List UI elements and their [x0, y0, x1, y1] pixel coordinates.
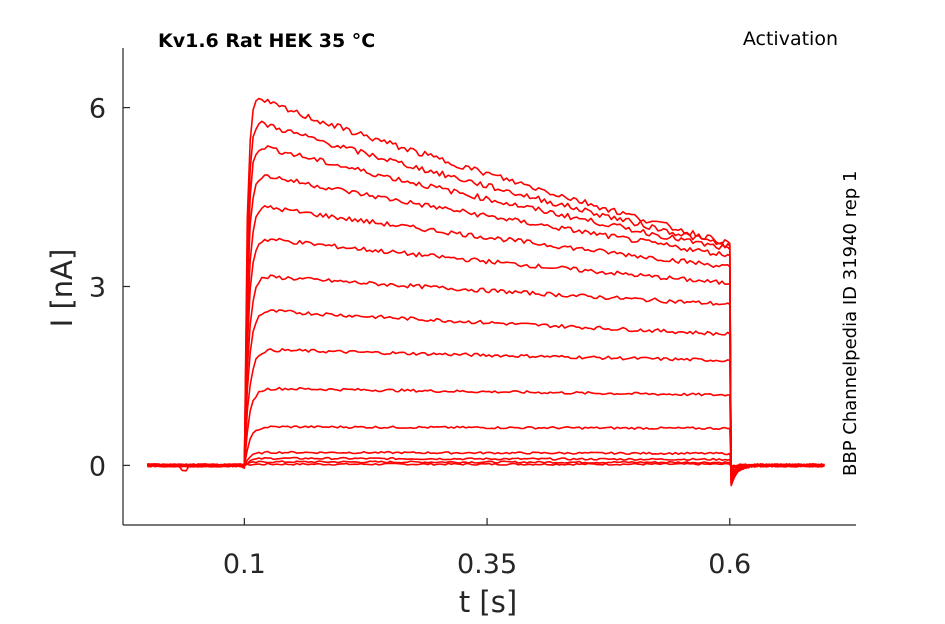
x-tick-label: 0.35	[457, 549, 517, 580]
trace-line	[147, 425, 825, 472]
trace-line	[147, 462, 825, 472]
y-tick-label: 3	[89, 273, 106, 304]
y-axis-label: I [nA]	[45, 249, 79, 328]
traces	[147, 97, 825, 487]
chart-title: Kv1.6 Rat HEK 35 °C	[158, 30, 375, 52]
trace-line	[147, 460, 825, 468]
trace-line	[147, 274, 825, 481]
x-axis-label: t [s]	[459, 585, 517, 619]
axes	[122, 48, 856, 526]
trace-line	[147, 205, 825, 484]
trace-line	[147, 348, 825, 477]
trace-line	[147, 237, 825, 484]
trace-line	[147, 174, 825, 487]
trace-line	[147, 120, 825, 485]
y-tick-label: 6	[89, 94, 106, 125]
trace-line	[147, 450, 825, 469]
trace-line	[147, 97, 825, 485]
x-tick-label: 0.6	[708, 549, 751, 580]
protocol-label: Activation	[743, 28, 838, 50]
trace-line	[147, 386, 825, 475]
x-tick-label: 0.1	[223, 549, 266, 580]
trace-line	[147, 456, 825, 468]
trace-line	[147, 309, 825, 480]
y-tick-label: 0	[89, 451, 106, 482]
source-label: BBP Channelpedia ID 31940 rep 1	[840, 171, 861, 476]
ticks: 0.1 0.35 0.6 0 3 6	[89, 94, 751, 580]
trace-line	[147, 145, 825, 485]
